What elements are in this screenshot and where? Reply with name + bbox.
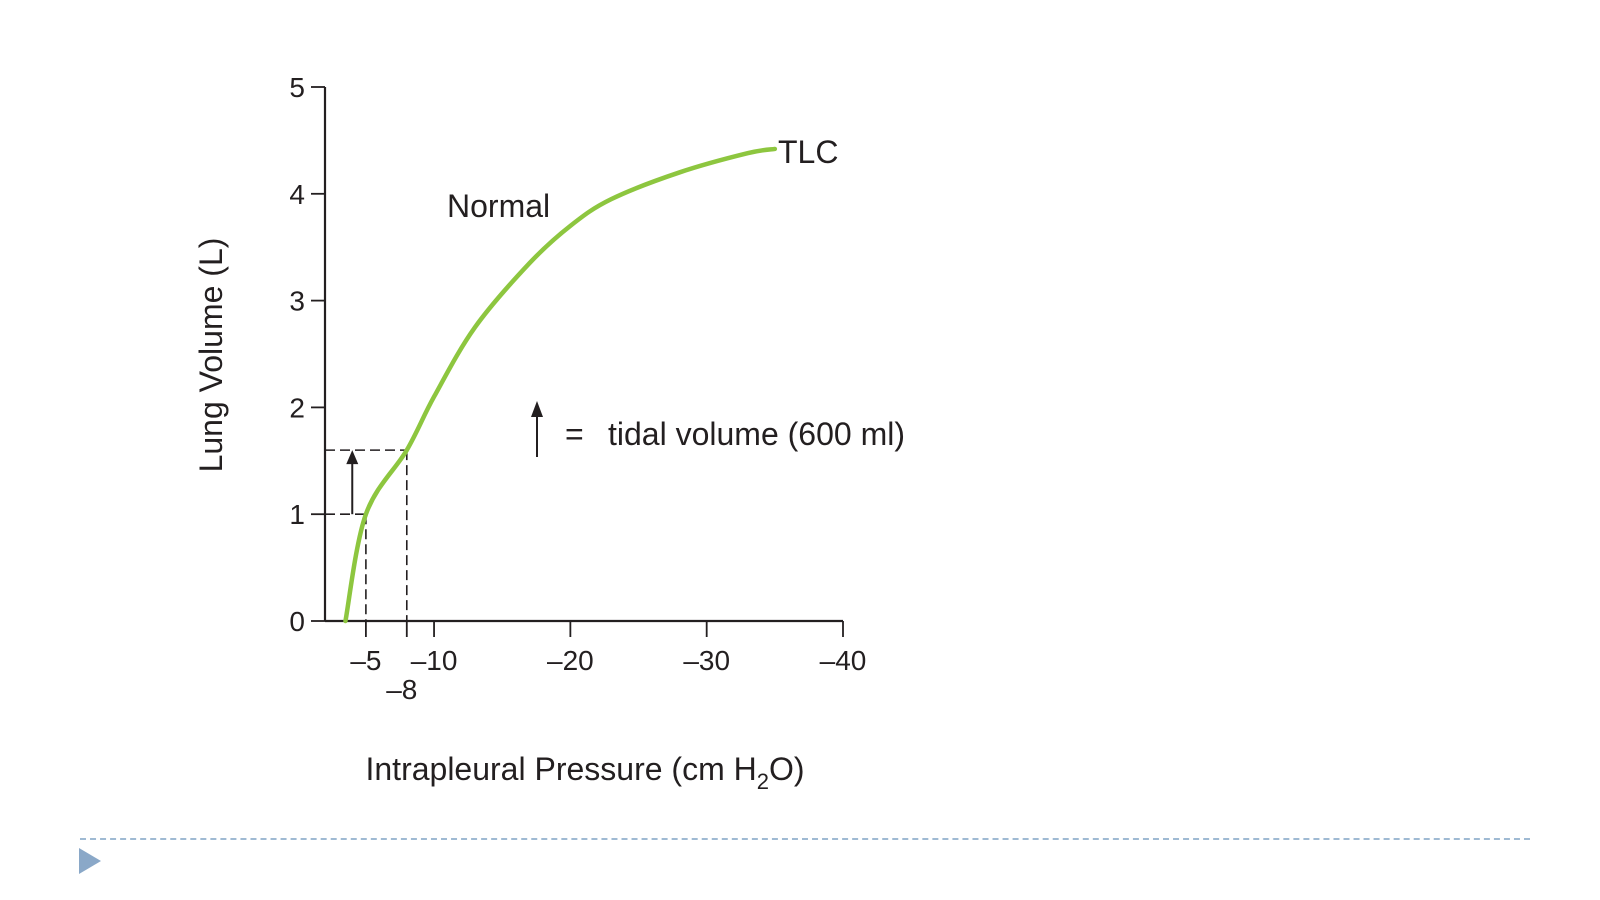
y-tick-label: 5 bbox=[289, 72, 305, 103]
y-tick-label: 1 bbox=[289, 499, 305, 530]
play-triangle-icon[interactable] bbox=[79, 848, 101, 874]
legend: = tidal volume (600 ml) bbox=[531, 401, 905, 457]
legend-arrow-icon bbox=[531, 401, 543, 457]
x-axis-title-tail: O) bbox=[769, 751, 805, 787]
legend-equals: = bbox=[565, 416, 584, 452]
y-tick-label: 2 bbox=[289, 392, 305, 423]
legend-text: tidal volume (600 ml) bbox=[608, 416, 905, 452]
tidal-arrow-head bbox=[346, 450, 359, 465]
curve-label-normal: Normal bbox=[447, 188, 550, 224]
x-tick-label: –10 bbox=[411, 645, 458, 676]
legend-arrow-head bbox=[531, 401, 543, 417]
chart-series bbox=[343, 146, 778, 624]
curve-label-tlc: TLC bbox=[778, 134, 838, 170]
tidal-volume-guides bbox=[325, 449, 408, 621]
footer-divider bbox=[80, 838, 1530, 840]
x-tick-label: –20 bbox=[547, 645, 594, 676]
y-tick-label: 4 bbox=[289, 179, 305, 210]
x-tick-label: –30 bbox=[683, 645, 730, 676]
chart-axes bbox=[323, 87, 843, 623]
series-line-normal bbox=[343, 146, 778, 624]
x-tick-label: –8 bbox=[386, 674, 417, 705]
x-tick-label: –5 bbox=[350, 645, 381, 676]
x-axis-title-sub: 2 bbox=[757, 769, 769, 794]
chart-ticks: 0 1 2 3 4 5 –5–8–10 –20 –30 –40 bbox=[289, 72, 866, 705]
y-axis-title: Lung Volume (L) bbox=[193, 238, 229, 473]
x-axis-title-main: Intrapleural Pressure (cm H bbox=[365, 751, 756, 787]
y-tick-label: 0 bbox=[289, 606, 305, 637]
y-tick-label: 3 bbox=[289, 286, 305, 317]
x-tick-label: –40 bbox=[820, 645, 867, 676]
x-axis-title: Intrapleural Pressure (cm H2O) bbox=[365, 751, 804, 794]
